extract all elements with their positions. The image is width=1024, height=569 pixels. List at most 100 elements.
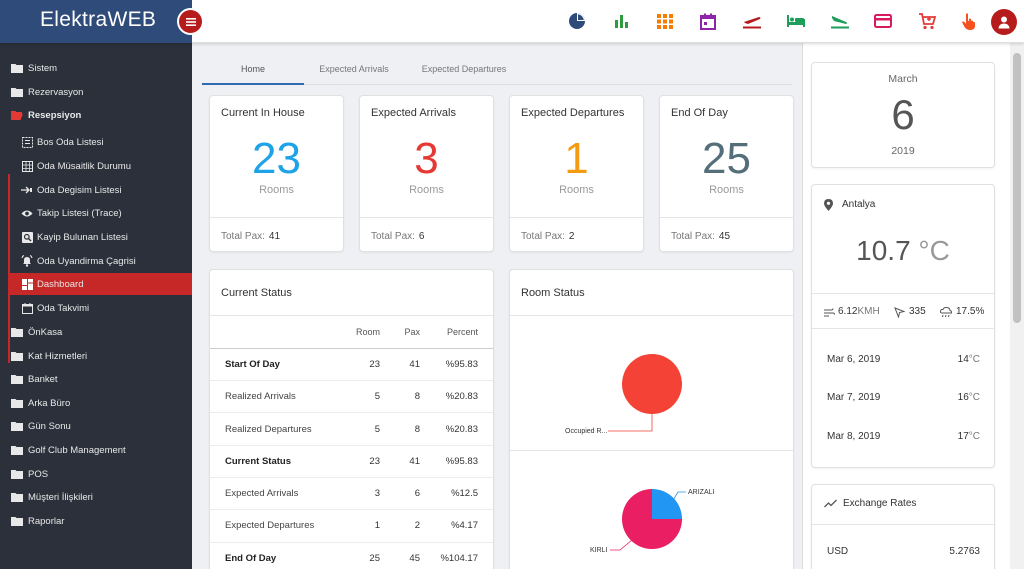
arrivals-button[interactable] <box>829 10 851 32</box>
menu-icon <box>185 18 196 26</box>
tab-home[interactable]: Home <box>202 56 304 85</box>
table-row: Expected Arrivals 3 6 %12.5 <box>210 477 493 511</box>
sidebar-item-musteri-iliskileri[interactable]: Müşteri İlişkileri <box>0 486 192 508</box>
folder-open-icon <box>11 111 23 120</box>
departures-button[interactable] <box>741 10 763 32</box>
pie-label-kirli: KIRLI <box>590 547 608 554</box>
total-pax-value: 41 <box>268 231 281 242</box>
table-row: Current Status 23 41 %95.83 <box>210 445 493 478</box>
sidebar-item-onkasa[interactable]: ÖnKasa <box>0 321 192 343</box>
sidebar-subitem-kayip-bulunan[interactable]: Kayip Bulunan Listesi <box>8 226 192 248</box>
scrollbar-thumb[interactable] <box>1013 53 1021 323</box>
folder-icon <box>11 375 23 384</box>
stat-value: 1 <box>564 134 589 183</box>
forecast-row: Mar 6, 2019 14°C <box>827 354 980 365</box>
stat-footer: Total Pax: 6 <box>360 217 493 255</box>
sidebar-subitem-oda-uyandirma[interactable]: Oda Uyandirma Çagrisi <box>8 250 192 272</box>
stat-value: 23 <box>252 134 301 183</box>
stat-footer: Total Pax: 45 <box>660 217 793 255</box>
sidebar-subitem-oda-musaitlik[interactable]: Oda Müsaitlik Durumu <box>8 155 192 177</box>
forecast-row: Mar 8, 2019 17°C <box>827 431 980 442</box>
sidebar-subitem-oda-takvimi[interactable]: Oda Takvimi <box>8 297 192 319</box>
calendar-button[interactable] <box>697 10 719 32</box>
pie-chart-icon <box>569 13 585 29</box>
sidebar-item-gun-sonu[interactable]: Gün Sonu <box>0 415 192 437</box>
sidebar-item-raporlar[interactable]: Raporlar <box>0 510 192 532</box>
sidebar-subitem-dashboard[interactable]: Dashboard <box>8 273 192 295</box>
pie-label-occupied: Occupied R... <box>565 428 607 435</box>
folder-icon <box>11 352 23 361</box>
calendar-icon <box>700 13 716 30</box>
sidebar-item-pos[interactable]: POS <box>0 463 192 485</box>
sidebar-item-arka-buro[interactable]: Arka Büro <box>0 392 192 414</box>
main-content: Home Expected Arrivals Expected Departur… <box>192 43 802 569</box>
arrival-icon <box>831 16 849 29</box>
tab-expected-departures[interactable]: Expected Departures <box>421 64 507 74</box>
sidebar-item-banket[interactable]: Banket <box>0 368 192 390</box>
total-pax-value: 2 <box>568 231 575 242</box>
wind-speed: 6.12KMH <box>838 306 880 317</box>
sidebar-item-rezervasyon[interactable]: Rezervasyon <box>0 81 192 103</box>
date-year: 2019 <box>891 145 915 157</box>
bell-icon <box>21 255 33 267</box>
stat-card-expected-departures: Expected Departures 1 Rooms Total Pax: 2 <box>509 95 644 252</box>
stat-unit: Rooms <box>409 184 444 196</box>
weather-humidity: 17.5% <box>956 306 985 317</box>
top-bar: ElektraWEB <box>0 0 1024 43</box>
touch-button[interactable] <box>958 10 980 32</box>
stat-value: 3 <box>414 134 439 183</box>
folder-icon <box>11 88 23 97</box>
search-box-icon <box>21 231 33 243</box>
column-header-pax: Pax <box>385 316 425 349</box>
grid-icon <box>656 13 673 29</box>
stat-title: Expected Arrivals <box>371 107 456 119</box>
date-month: March <box>888 73 918 85</box>
scrollbar[interactable] <box>1010 43 1024 569</box>
sidebar-subitem-takip-listesi[interactable]: Takip Listesi (Trace) <box>8 202 192 224</box>
direction-icon <box>894 307 905 318</box>
sidebar-item-sistem[interactable]: Sistem <box>0 57 192 79</box>
rooms-button[interactable] <box>785 10 807 32</box>
bar-chart-icon <box>615 15 628 28</box>
sidebar-item-resepsiyon[interactable]: Resepsiyon <box>0 104 192 126</box>
swap-icon <box>21 186 32 194</box>
folder-icon <box>11 493 23 502</box>
pie-chart-button[interactable] <box>566 10 588 32</box>
stat-card-end-of-day: End Of Day 25 Rooms Total Pax: 45 <box>659 95 794 252</box>
panel-title: Room Status <box>521 287 585 299</box>
sidebar-subitem-bos-oda-listesi[interactable]: Bos Oda Listesi <box>8 131 192 153</box>
sidebar-item-golf-club[interactable]: Golf Club Management <box>0 439 192 461</box>
table-row: Realized Departures 5 8 %20.83 <box>210 412 493 446</box>
app-logo[interactable]: ElektraWEB <box>0 0 192 43</box>
sidebar-item-kat-hizmetleri[interactable]: Kat Hizmetleri <box>0 345 192 367</box>
calendar-small-icon <box>21 302 33 314</box>
sidebar-subitem-oda-degisim[interactable]: Oda Degisim Listesi <box>8 179 192 201</box>
tab-expected-arrivals[interactable]: Expected Arrivals <box>319 64 389 74</box>
stat-unit: Rooms <box>709 184 744 196</box>
room-status-panel: Room Status Occupied R... ARIZALI KIRLI <box>509 269 794 569</box>
pie-slice[interactable] <box>652 489 682 519</box>
stat-unit: Rooms <box>559 184 594 196</box>
grid-button[interactable] <box>654 10 676 32</box>
user-menu-button[interactable] <box>991 9 1017 35</box>
touch-icon <box>962 12 975 30</box>
pie-slice[interactable] <box>622 354 682 414</box>
column-header-percent: Percent <box>425 316 493 349</box>
exchange-rates-card: Exchange Rates USD 5.2763 <box>811 484 995 569</box>
bar-chart-button[interactable] <box>610 10 632 32</box>
stat-footer: Total Pax: 2 <box>510 217 643 255</box>
folder-icon <box>11 328 23 337</box>
hamburger-menu-button[interactable] <box>177 8 204 35</box>
occupied-pie-chart <box>622 354 682 414</box>
date-card: March 6 2019 <box>811 62 995 168</box>
table-row: Start Of Day 23 41 %95.83 <box>210 348 493 382</box>
bed-icon <box>787 15 805 27</box>
location-pin-icon <box>824 199 833 211</box>
weather-city: Antalya <box>842 199 876 210</box>
dashboard-icon <box>21 278 33 290</box>
currency-code: USD <box>827 546 849 557</box>
cart-button[interactable] <box>916 10 938 32</box>
payments-button[interactable] <box>872 10 894 32</box>
total-pax-value: 45 <box>718 231 731 242</box>
weather-temperature: 10.7 °C <box>856 235 950 266</box>
